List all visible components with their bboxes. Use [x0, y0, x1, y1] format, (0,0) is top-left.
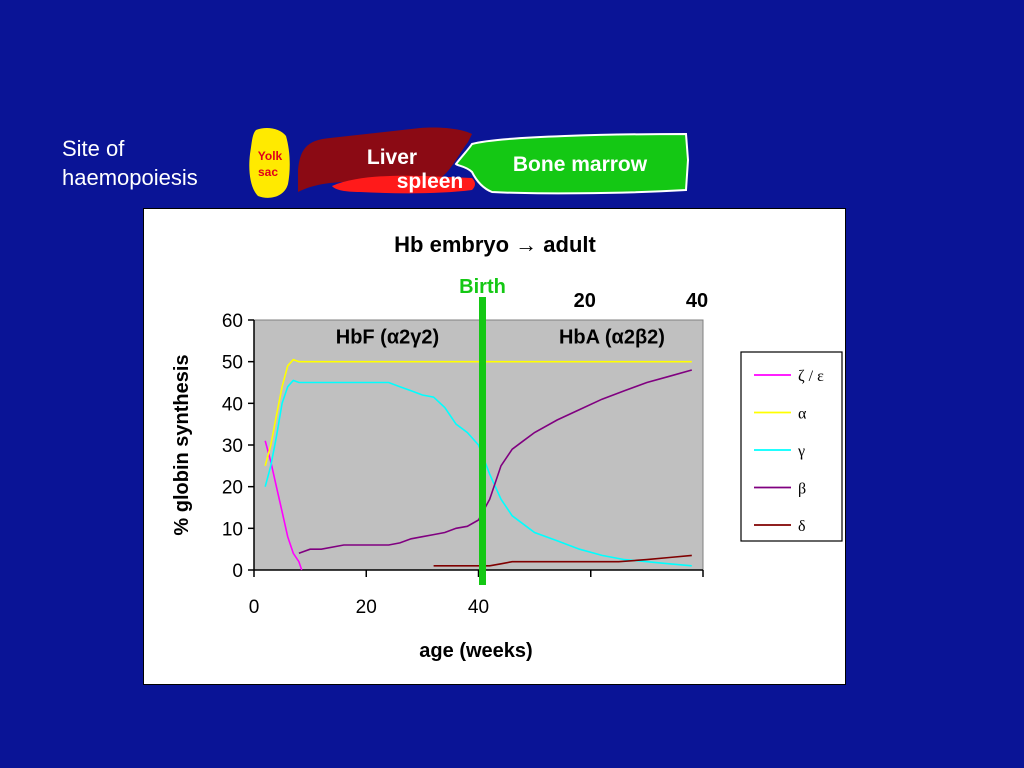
chart-frame: Hb embryo → adult 0 10 20 30 40 50 60 0 20 40 20 40 a…	[143, 208, 846, 685]
series-line-3	[264, 379, 692, 567]
y-tick-label: 40	[222, 394, 243, 415]
site-label-line1: Site of	[62, 136, 125, 161]
yolk-label-line2: sac	[258, 165, 278, 179]
spleen-shape	[332, 175, 475, 194]
x-tick-label: 20	[356, 597, 377, 618]
postnatal-age-label: 40	[686, 290, 708, 312]
region-label: HbA (α2β2)	[559, 327, 665, 349]
y-tick-label: 50	[222, 353, 243, 374]
y-axis-label: % globin synthesis	[171, 354, 193, 535]
y-tick-label: 0	[232, 561, 243, 582]
legend-label: ζ / ε	[798, 368, 824, 385]
yolk-label-line1: Yolk	[258, 149, 283, 163]
x-tick-label: 40	[468, 597, 489, 618]
bone-marrow-label: Bone marrow	[513, 153, 648, 176]
chart-title-end: adult	[537, 232, 596, 257]
postnatal-age-label: 20	[574, 290, 596, 312]
series-line-4	[298, 369, 693, 555]
site-of-haemopoiesis-label: Site of haemopoiesis	[62, 134, 198, 192]
region-label: HbF (α2γ2)	[336, 327, 439, 349]
series-line-1	[264, 440, 303, 571]
legend-label: δ	[798, 518, 806, 535]
x-axis-label: age (weeks)	[419, 640, 532, 662]
liver-shape	[298, 127, 472, 192]
liver-label: Liver	[367, 146, 417, 169]
spleen-label: spleen	[397, 170, 464, 193]
y-tick-label: 20	[222, 478, 243, 499]
birth-label: Birth	[459, 276, 506, 298]
legend-label: α	[798, 406, 807, 423]
legend-box	[740, 351, 843, 542]
y-tick-label: 30	[222, 436, 243, 457]
series-line-2	[264, 358, 692, 467]
haemopoiesis-sites-illustration: Yolk sac Liver spleen Bone marrow	[249, 127, 690, 198]
legend-label: γ	[797, 443, 805, 460]
y-tick-label: 60	[222, 311, 243, 332]
site-label-line2: haemopoiesis	[62, 165, 198, 190]
bone-marrow-shape	[454, 132, 690, 195]
series-line-5	[433, 554, 692, 567]
x-tick-label: 0	[249, 597, 260, 618]
globin-chart: Hb embryo → adult 0 10 20 30 40 50 60 0 20 40 20 40 a…	[171, 232, 843, 662]
chart-title-arrow: →	[515, 232, 537, 257]
chart-title: Hb embryo → adult	[394, 232, 596, 257]
legend-label: β	[798, 481, 806, 498]
y-tick-label: 10	[222, 519, 243, 540]
yolk-sac-shape	[249, 128, 290, 198]
chart-title-main: Hb embryo	[394, 232, 515, 257]
